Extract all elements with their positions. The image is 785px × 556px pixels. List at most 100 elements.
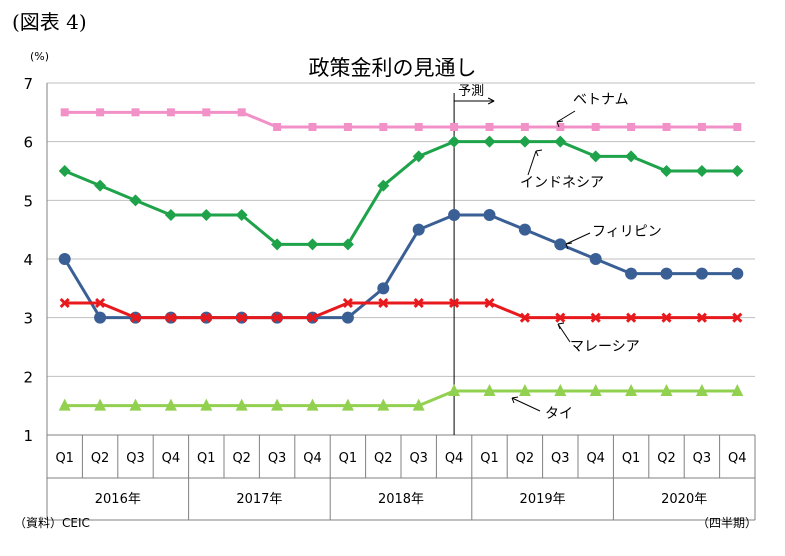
data-point	[660, 165, 673, 177]
data-point	[731, 165, 744, 177]
data-point	[58, 398, 71, 411]
data-point	[484, 297, 495, 309]
annotation-arrowhead	[565, 242, 573, 250]
data-point	[58, 253, 71, 265]
data-point	[589, 253, 602, 265]
data-point	[519, 312, 530, 323]
data-point	[341, 398, 354, 411]
data-point	[661, 312, 672, 323]
data-point	[200, 209, 213, 221]
data-point	[483, 209, 496, 221]
annotation-arrowhead	[556, 120, 564, 128]
data-point	[555, 312, 566, 323]
data-point	[660, 384, 673, 396]
x-tick-label: Q2	[657, 451, 676, 466]
forecast-arrowhead	[487, 97, 495, 105]
x-tick-label: Q4	[728, 451, 747, 466]
year-label: 2019年	[520, 492, 566, 507]
x-tick-label: Q2	[232, 451, 251, 466]
series-label: タイ	[545, 406, 573, 422]
data-point	[448, 209, 461, 221]
annotation-pointer	[557, 323, 571, 343]
data-point	[202, 108, 211, 117]
data-point	[200, 398, 213, 411]
data-point	[695, 384, 708, 396]
data-point	[413, 297, 424, 309]
series-label: フィリピン	[592, 224, 662, 240]
data-point	[237, 108, 246, 117]
data-point	[449, 297, 460, 309]
data-point	[271, 238, 284, 251]
series-label: マレーシア	[570, 339, 640, 355]
source-note: （資料）CEIC	[14, 516, 90, 530]
data-point	[271, 398, 284, 411]
data-point	[94, 179, 107, 192]
data-point	[695, 165, 708, 177]
data-point	[554, 238, 567, 251]
series-label: ベトナム	[573, 92, 629, 108]
data-point	[164, 209, 177, 221]
data-point	[306, 398, 319, 411]
year-label: 2020年	[661, 492, 707, 507]
x-tick-label: Q4	[303, 451, 322, 466]
y-tick-label: 5	[23, 192, 33, 210]
x-tick-label: Q3	[551, 451, 570, 466]
y-tick-label: 6	[23, 134, 33, 152]
data-point	[625, 384, 638, 396]
data-point	[554, 384, 567, 396]
year-label: 2018年	[378, 492, 424, 507]
series-line	[64, 110, 738, 129]
data-point	[377, 179, 390, 192]
data-point	[59, 297, 70, 309]
data-point	[236, 312, 247, 323]
x-tick-label: Q2	[91, 451, 110, 466]
data-point	[129, 194, 142, 207]
data-point	[379, 123, 388, 131]
data-point	[342, 297, 353, 309]
data-point	[94, 311, 107, 324]
data-point	[412, 223, 425, 236]
x-tick-label: Q1	[339, 451, 358, 466]
data-point	[377, 282, 390, 295]
data-point	[518, 384, 531, 396]
data-point	[696, 312, 707, 323]
data-point	[554, 135, 567, 148]
x-tick-label: Q3	[268, 451, 287, 466]
data-point	[589, 384, 602, 396]
x-tick-label: Q4	[445, 451, 464, 466]
data-point	[412, 398, 425, 411]
data-point	[377, 398, 390, 411]
data-point	[58, 165, 71, 177]
data-point	[343, 123, 352, 131]
data-point	[341, 238, 354, 251]
y-tick-label: 4	[23, 251, 33, 269]
data-point	[733, 123, 742, 131]
data-point	[695, 267, 708, 280]
data-point	[60, 108, 69, 117]
x-tick-label: Q2	[374, 451, 393, 466]
data-point	[94, 398, 107, 411]
y-tick-label: 7	[23, 75, 33, 93]
data-point	[448, 384, 461, 396]
data-point	[273, 123, 282, 131]
data-point	[589, 150, 602, 163]
data-point	[483, 384, 496, 396]
data-point	[590, 312, 601, 323]
data-point	[731, 267, 744, 280]
data-point	[341, 311, 354, 324]
data-point	[166, 108, 175, 117]
x-tick-label: Q3	[693, 451, 712, 466]
annotation-arrowhead	[511, 396, 519, 404]
x-tick-label: Q3	[126, 451, 145, 466]
data-point	[306, 238, 319, 251]
year-label: 2017年	[236, 492, 282, 507]
data-point	[414, 123, 423, 131]
data-point	[518, 223, 531, 236]
x-tick-label: Q1	[622, 451, 641, 466]
data-point	[483, 135, 496, 148]
data-point	[625, 150, 638, 163]
x-tick-label: Q4	[586, 451, 605, 466]
data-point	[450, 123, 459, 131]
data-point	[130, 312, 141, 323]
